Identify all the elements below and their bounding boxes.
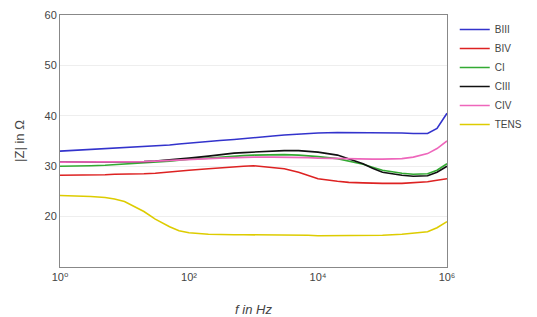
- svg-text:CI: CI: [495, 62, 505, 73]
- svg-text:10⁴: 10⁴: [310, 271, 327, 283]
- svg-text:10⁰: 10⁰: [52, 271, 69, 283]
- svg-text:CIV: CIV: [495, 100, 512, 111]
- svg-text:10²: 10²: [181, 271, 197, 283]
- svg-text:30: 30: [45, 160, 57, 172]
- svg-text:20: 20: [45, 210, 57, 222]
- svg-text:40: 40: [45, 110, 57, 122]
- svg-text:|Z| in Ω: |Z| in Ω: [12, 120, 27, 162]
- svg-text:CIII: CIII: [495, 81, 511, 92]
- svg-text:TENS: TENS: [495, 119, 522, 130]
- svg-text:f in Hz: f in Hz: [235, 302, 272, 317]
- svg-text:50: 50: [45, 59, 57, 71]
- svg-text:BIV: BIV: [495, 43, 511, 54]
- svg-text:10⁶: 10⁶: [439, 271, 456, 283]
- svg-text:BIII: BIII: [495, 24, 510, 35]
- svg-text:60: 60: [45, 9, 57, 21]
